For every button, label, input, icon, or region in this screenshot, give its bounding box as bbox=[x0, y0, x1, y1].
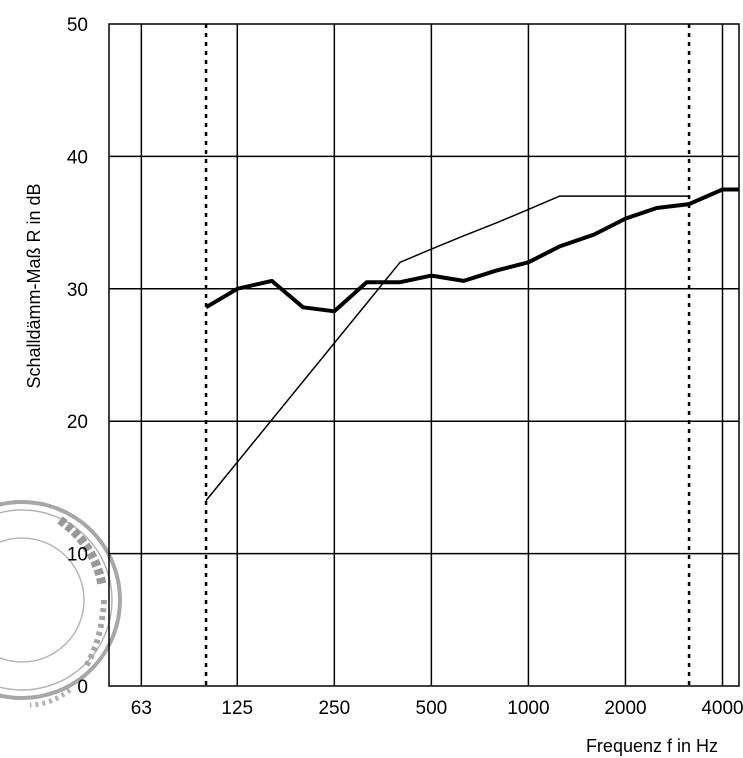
y-tick-label: 50 bbox=[67, 15, 88, 36]
series-lines bbox=[204, 187, 739, 502]
x-tick-labels: 63 125 250 500 1000 2000 4000 bbox=[131, 698, 743, 719]
y-tick-labels: 0 10 20 30 40 50 bbox=[67, 15, 88, 698]
x-tick-label: 125 bbox=[221, 698, 253, 719]
y-tick-label: 30 bbox=[67, 280, 88, 301]
vertical-gridlines bbox=[140, 24, 724, 686]
y-tick-label: 40 bbox=[67, 147, 88, 168]
x-tick-label: 250 bbox=[318, 698, 350, 719]
series-line-thick bbox=[204, 187, 739, 314]
x-tick-label: 4000 bbox=[701, 698, 743, 719]
y-tick-label: 0 bbox=[77, 677, 88, 698]
y-tick-label: 10 bbox=[67, 545, 88, 566]
x-tick-label: 1000 bbox=[507, 698, 549, 719]
x-axis-title: Frequenz f in Hz bbox=[586, 736, 718, 756]
series-line-thin bbox=[205, 195, 690, 502]
y-tick-label: 20 bbox=[67, 412, 88, 433]
stamp bbox=[0, 500, 122, 708]
x-tick-label: 500 bbox=[416, 698, 448, 719]
plot-frame bbox=[108, 23, 740, 687]
reference-lines bbox=[204, 24, 691, 686]
x-tick-label: 63 bbox=[131, 698, 152, 719]
y-axis-title: Schalldämm-Maß R in dB bbox=[24, 183, 44, 388]
horizontal-gridlines bbox=[109, 155, 739, 555]
x-tick-label: 2000 bbox=[604, 698, 646, 719]
